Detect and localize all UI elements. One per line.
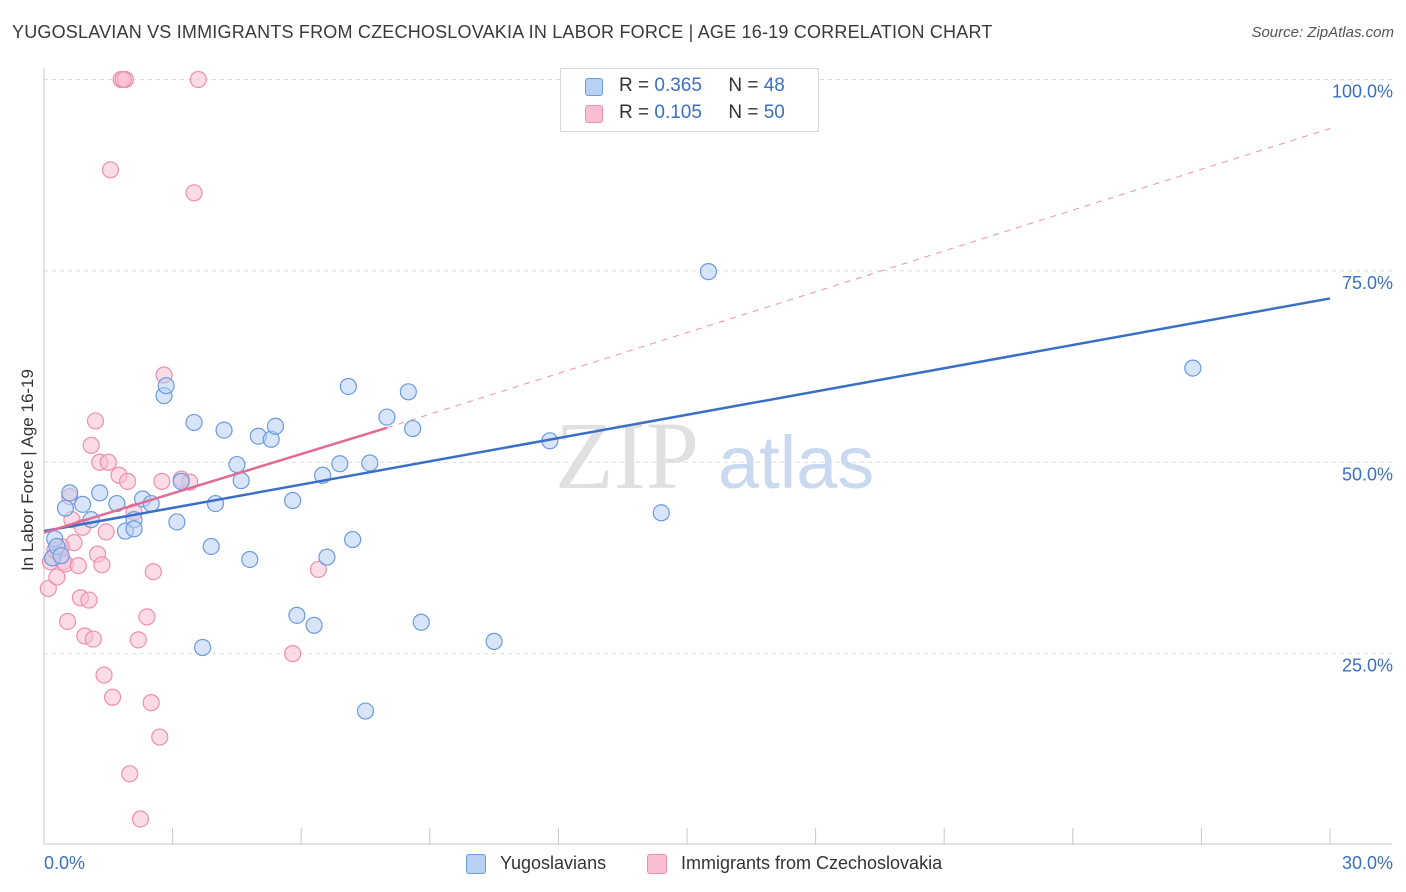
point-yugoslavian — [699, 263, 718, 281]
legend-n-label: N = — [728, 75, 759, 96]
y-tick-label: 75.0% — [1342, 273, 1393, 293]
point-czechoslovakia — [103, 688, 122, 706]
point-yugoslavian — [485, 632, 503, 650]
point-yugoslavian — [202, 537, 220, 556]
point-yugoslavian — [361, 454, 379, 472]
point-czechoslovakia — [142, 694, 160, 712]
point-czechoslovakia — [153, 472, 171, 490]
legend-r-label: R = — [619, 102, 650, 123]
point-czechoslovakia — [48, 568, 66, 586]
point-czechoslovakia — [189, 70, 207, 89]
point-czechoslovakia — [144, 563, 162, 581]
point-yugoslavian — [241, 550, 259, 569]
point-yugoslavian — [344, 530, 362, 549]
point-czechoslovakia — [284, 645, 302, 663]
point-yugoslavian — [318, 548, 336, 566]
zipatlas-watermark: ZIP atlas — [555, 402, 874, 509]
legend-swatch-pink — [585, 105, 603, 123]
point-czechoslovakia — [39, 579, 57, 598]
stats-legend: R = 0.365 N = 48 R = 0.105 N = 50 — [560, 68, 819, 132]
point-czechoslovakia — [95, 666, 113, 684]
point-yugoslavian — [228, 455, 246, 474]
legend-n-value: 50 — [763, 102, 785, 123]
axes — [43, 68, 1392, 845]
point-czechoslovakia — [82, 436, 100, 455]
trend-line-yugoslavians — [43, 297, 1331, 533]
point-yugoslavian — [284, 491, 302, 510]
point-czechoslovakia — [131, 810, 150, 828]
point-yugoslavian — [266, 417, 285, 435]
gridlines — [44, 79, 1392, 655]
point-czechoslovakia — [86, 412, 105, 430]
y-tick-label: 100.0% — [1332, 82, 1393, 102]
point-czechoslovakia — [114, 70, 132, 89]
point-yugoslavian — [125, 520, 143, 538]
source-credit: Source: ZipAtlas.com — [1251, 24, 1394, 41]
x-tick-label: 30.0% — [1342, 853, 1393, 873]
legend-n-label: N = — [728, 102, 759, 123]
legend-n-value: 48 — [763, 75, 785, 96]
point-czechoslovakia — [58, 612, 77, 631]
point-yugoslavian — [61, 484, 79, 502]
point-yugoslavian — [404, 419, 422, 438]
bottom-legend-swatch-pink — [647, 854, 667, 874]
point-yugoslavian — [168, 513, 186, 531]
point-yugoslavian — [185, 413, 203, 432]
bottom-legend-label: Immigrants from Czechoslovakia — [681, 853, 943, 873]
legend-swatch-blue — [585, 78, 603, 96]
point-yugoslavian — [91, 484, 109, 502]
legend-r-label: R = — [619, 75, 650, 96]
point-czechoslovakia — [121, 765, 139, 783]
legend-r-value: 0.105 — [654, 102, 702, 123]
point-yugoslavian — [288, 606, 306, 624]
point-czechoslovakia — [80, 591, 98, 609]
point-czechoslovakia — [99, 453, 117, 471]
tick-labels: 25.0% 50.0% 75.0% 100.0% 0.0% 30.0% — [44, 82, 1393, 874]
point-czechoslovakia — [101, 161, 120, 179]
point-yugoslavian — [1184, 359, 1202, 377]
point-yugoslavian — [339, 377, 357, 396]
y-tick-label: 50.0% — [1342, 464, 1393, 484]
point-yugoslavian — [412, 613, 430, 631]
point-czechoslovakia — [69, 556, 87, 575]
point-yugoslavian — [378, 408, 396, 426]
watermark-atlas: atlas — [718, 421, 874, 504]
trend-lines — [43, 128, 1331, 534]
point-czechoslovakia — [309, 560, 327, 579]
point-yugoslavian — [52, 547, 70, 565]
point-czechoslovakia — [84, 630, 102, 648]
legend-r-value: 0.365 — [654, 75, 702, 96]
point-yugoslavian — [157, 377, 175, 395]
point-yugoslavian — [194, 638, 212, 657]
point-czechoslovakia — [129, 631, 147, 649]
point-yugoslavian — [399, 383, 417, 401]
trend-line-czechoslovakia — [43, 426, 388, 534]
point-yugoslavian — [56, 499, 75, 517]
watermark-zip: ZIP — [555, 402, 699, 509]
point-yugoslavian — [73, 495, 92, 513]
point-yugoslavian — [172, 472, 190, 490]
point-yugoslavian — [215, 421, 233, 439]
point-czechoslovakia — [138, 608, 156, 626]
point-czechoslovakia — [97, 523, 115, 541]
point-yugoslavian — [305, 616, 323, 634]
point-czechoslovakia — [93, 556, 111, 574]
point-yugoslavian — [331, 455, 349, 473]
point-yugoslavian — [356, 702, 375, 720]
point-yugoslavian — [652, 504, 670, 522]
x-tick-label: 0.0% — [44, 853, 85, 873]
chart-title: YUGOSLAVIAN VS IMMIGRANTS FROM CZECHOSLO… — [12, 22, 993, 42]
data-points — [39, 70, 1202, 828]
bottom-legend-label: Yugoslavians — [500, 853, 607, 873]
trend-extension-czechoslovakia — [386, 128, 1331, 429]
point-czechoslovakia — [118, 472, 137, 490]
y-tick-label: 25.0% — [1342, 656, 1393, 676]
point-czechoslovakia — [151, 728, 169, 746]
point-czechoslovakia — [185, 184, 203, 202]
bottom-legend-swatch-blue — [466, 854, 486, 874]
